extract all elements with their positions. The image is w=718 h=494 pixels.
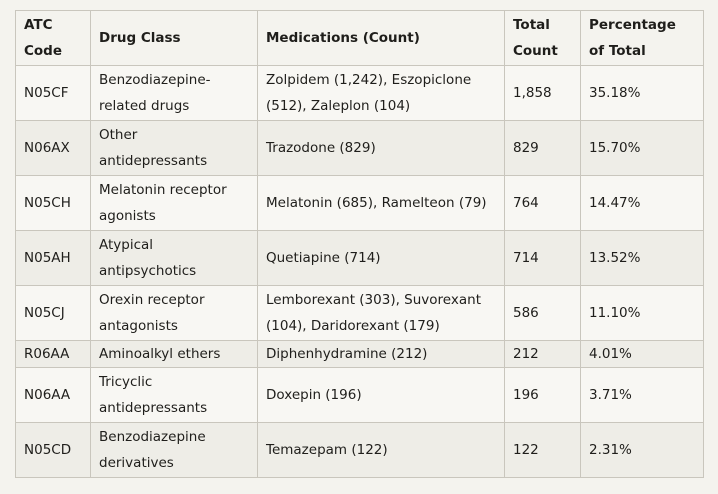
header-medications: Medications (Count)	[257, 10, 505, 66]
percentage-cell: 15.70%	[580, 120, 704, 176]
atc-code-cell: R06AA	[15, 340, 91, 368]
drug-class-cell: Orexin receptor antagonists	[90, 285, 258, 341]
total-count-cell: 122	[504, 422, 581, 478]
percentage-cell: 2.31%	[580, 422, 704, 478]
medications-cell: Temazepam (122)	[257, 422, 505, 478]
percentage-cell: 13.52%	[580, 230, 704, 286]
total-count-cell: 764	[504, 175, 581, 231]
header-drug-class: Drug Class	[90, 10, 258, 66]
drug-class-cell: Benzodiazepine-related drugs	[90, 65, 258, 121]
percentage-cell: 14.47%	[580, 175, 704, 231]
total-count-cell: 212	[504, 340, 581, 368]
total-count-cell: 586	[504, 285, 581, 341]
table-row: N05AH Atypical antipsychotics Quetiapine…	[15, 230, 704, 286]
total-count-cell: 1,858	[504, 65, 581, 121]
medications-cell: Zolpidem (1,242), Eszopiclone (512), Zal…	[257, 65, 505, 121]
drug-class-cell: Melatonin receptor agonists	[90, 175, 258, 231]
table-row: N05CD Benzodiazepine derivatives Temazep…	[15, 422, 704, 478]
atc-code-cell: N05CH	[15, 175, 91, 231]
drug-class-cell: Other antidepressants	[90, 120, 258, 176]
header-total-count: Total Count	[504, 10, 581, 66]
medications-cell: Lemborexant (303), Suvorexant (104), Dar…	[257, 285, 505, 341]
drug-class-cell: Benzodiazepine derivatives	[90, 422, 258, 478]
table-row: N06AX Other antidepressants Trazodone (8…	[15, 120, 704, 176]
atc-code-cell: N05CF	[15, 65, 91, 121]
table-row: N06AA Tricyclic antidepressants Doxepin …	[15, 367, 704, 423]
header-row: ATC Code Drug Class Medications (Count) …	[15, 10, 704, 66]
medications-cell: Quetiapine (714)	[257, 230, 505, 286]
total-count-cell: 829	[504, 120, 581, 176]
drug-class-cell: Aminoalkyl ethers	[90, 340, 258, 368]
table-row: N05CH Melatonin receptor agonists Melato…	[15, 175, 704, 231]
atc-code-cell: N05CD	[15, 422, 91, 478]
percentage-cell: 35.18%	[580, 65, 704, 121]
atc-code-cell: N05AH	[15, 230, 91, 286]
atc-code-cell: N06AA	[15, 367, 91, 423]
atc-code-cell: N05CJ	[15, 285, 91, 341]
percentage-cell: 11.10%	[580, 285, 704, 341]
table-row: N05CJ Orexin receptor antagonists Lembor…	[15, 285, 704, 341]
total-count-cell: 196	[504, 367, 581, 423]
medications-cell: Doxepin (196)	[257, 367, 505, 423]
total-count-cell: 714	[504, 230, 581, 286]
medications-cell: Diphenhydramine (212)	[257, 340, 505, 368]
header-atc-code: ATC Code	[15, 10, 91, 66]
atc-code-cell: N06AX	[15, 120, 91, 176]
table-row: R06AA Aminoalkyl ethers Diphenhydramine …	[15, 340, 704, 368]
drug-class-cell: Tricyclic antidepressants	[90, 367, 258, 423]
medications-cell: Melatonin (685), Ramelteon (79)	[257, 175, 505, 231]
table-container: ATC Code Drug Class Medications (Count) …	[15, 10, 704, 478]
table-row: N05CF Benzodiazepine-related drugs Zolpi…	[15, 65, 704, 121]
medications-cell: Trazodone (829)	[257, 120, 505, 176]
percentage-cell: 4.01%	[580, 340, 704, 368]
percentage-cell: 3.71%	[580, 367, 704, 423]
medication-table: ATC Code Drug Class Medications (Count) …	[15, 10, 704, 478]
drug-class-cell: Atypical antipsychotics	[90, 230, 258, 286]
header-percentage: Percentage of Total	[580, 10, 704, 66]
